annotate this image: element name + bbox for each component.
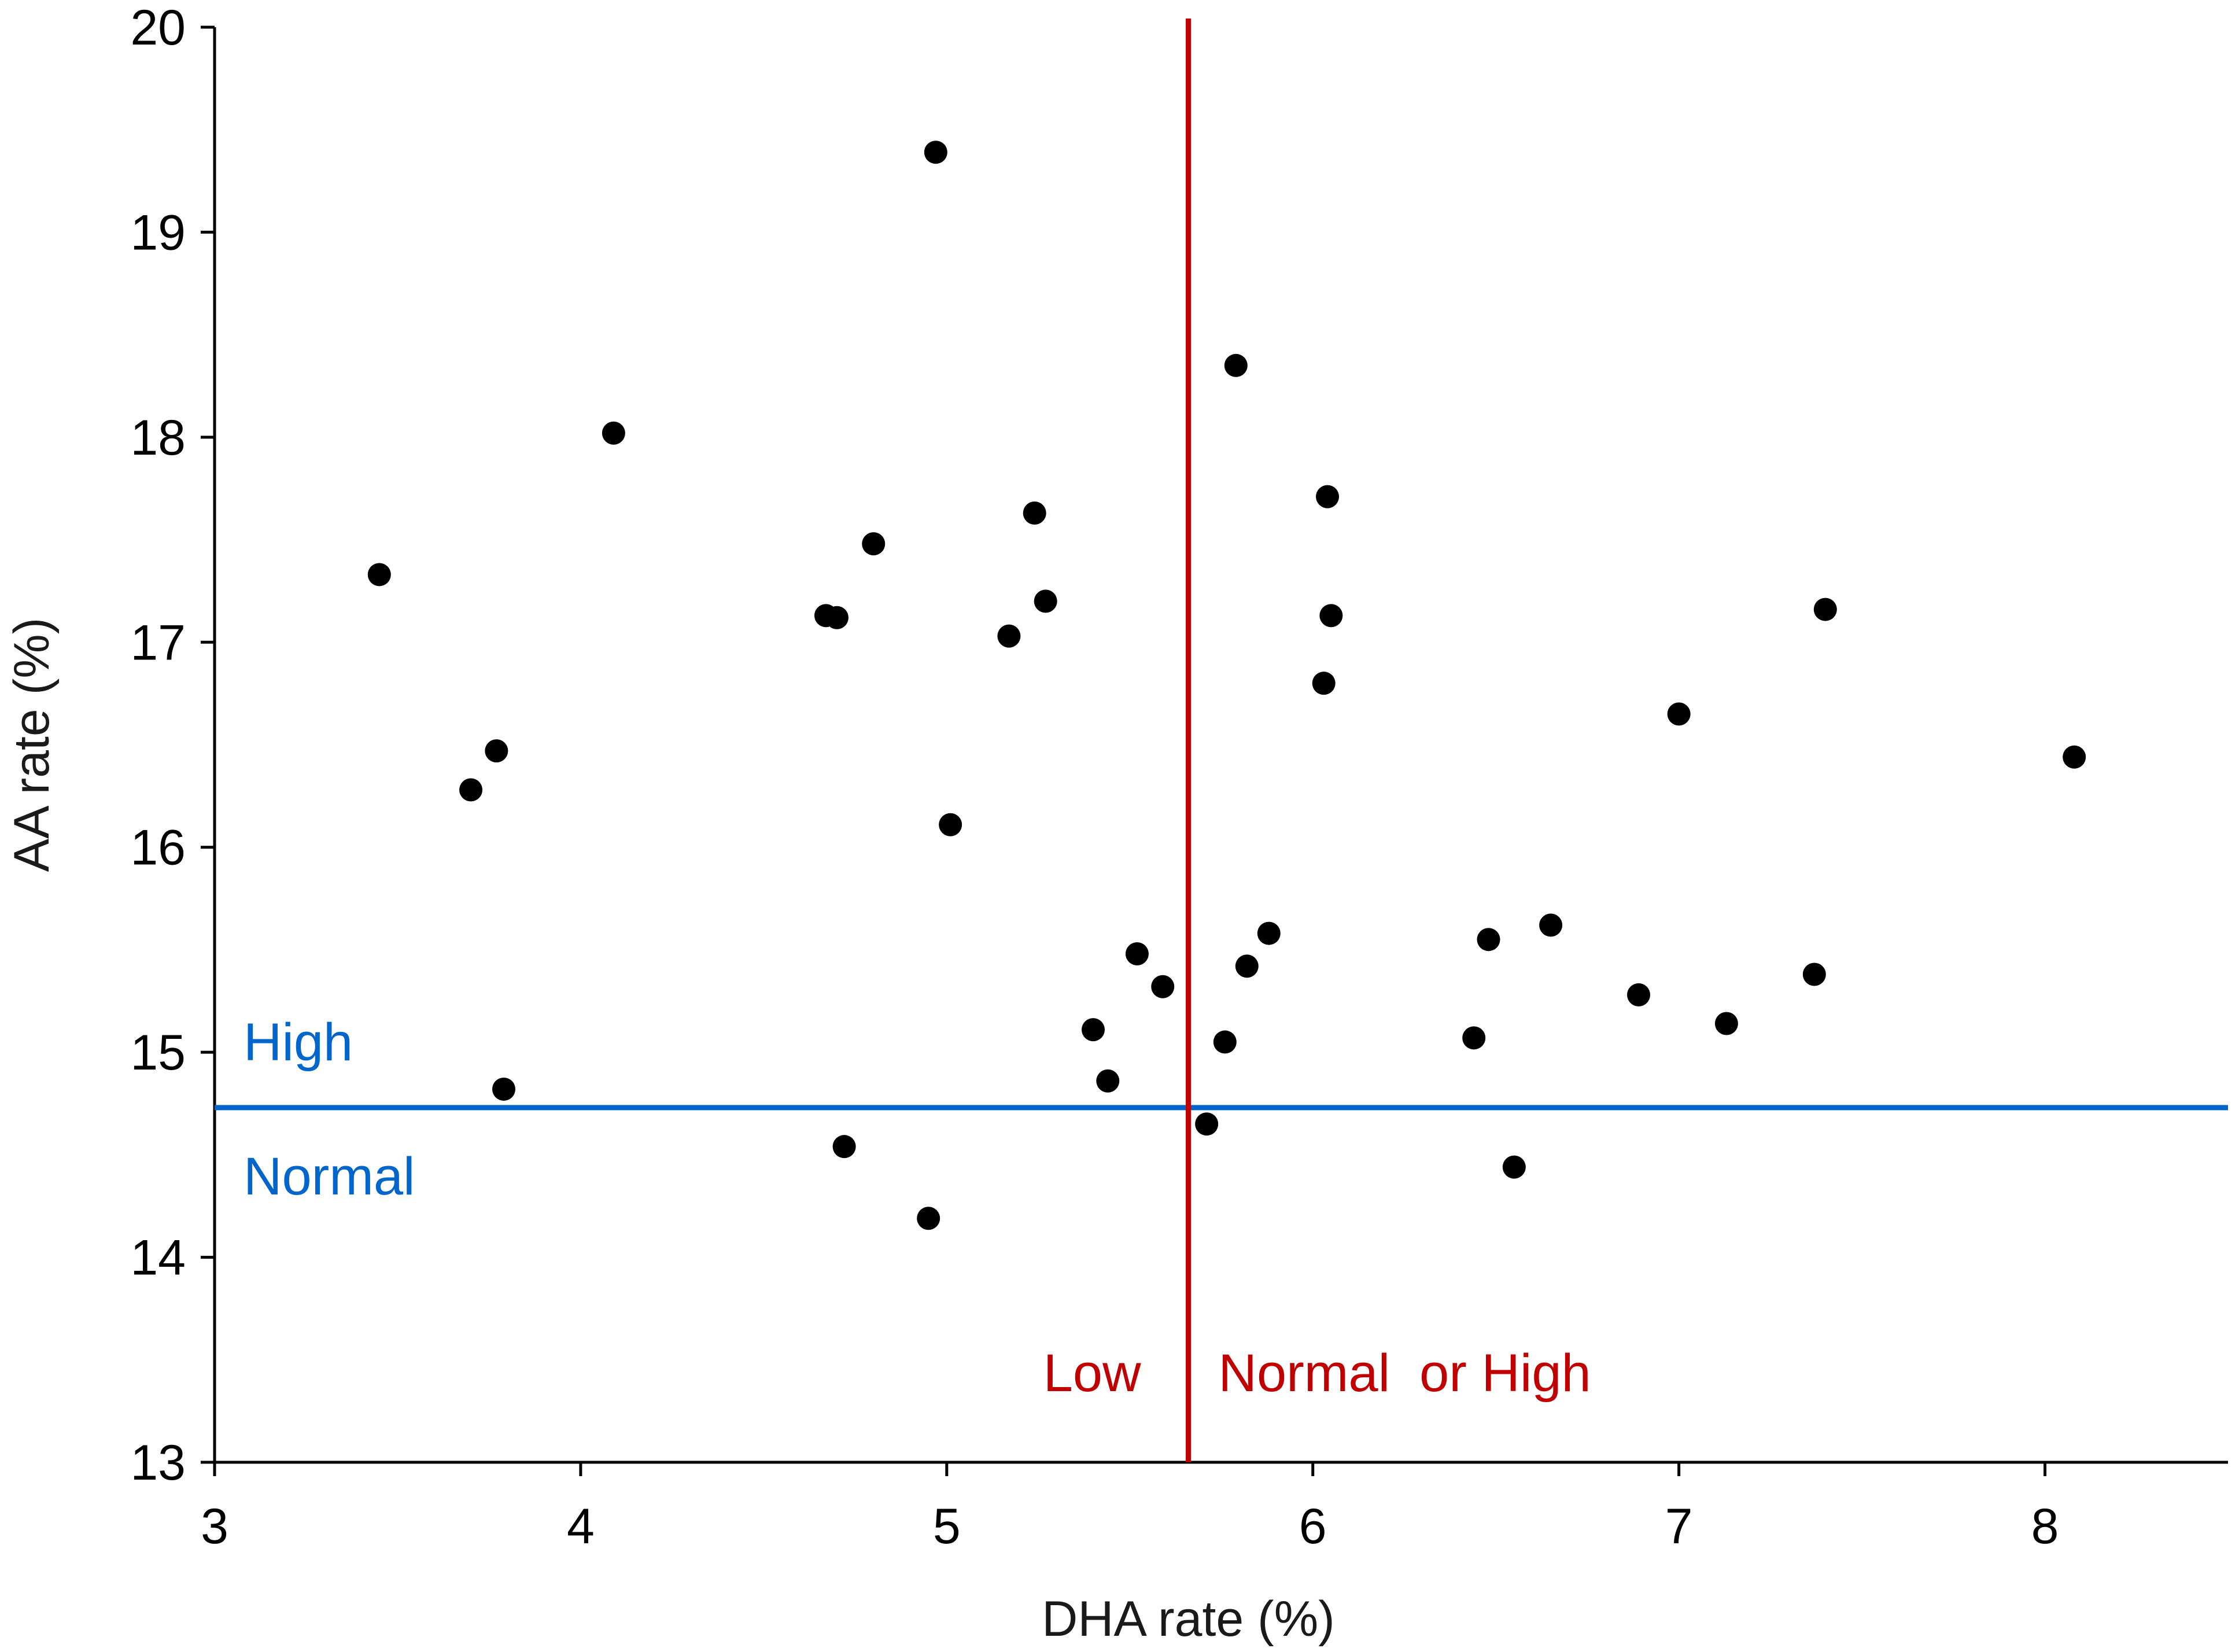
y-tick-label: 15 bbox=[130, 1025, 186, 1081]
data-point bbox=[1125, 942, 1149, 966]
threshold-lines bbox=[215, 19, 2228, 1462]
data-point bbox=[367, 563, 391, 587]
data-point bbox=[1316, 485, 1340, 508]
data-point bbox=[1195, 1112, 1219, 1136]
axes: 13 14 15 16 17 18 19 20 3 4 5 6 7 8 bbox=[130, 0, 2228, 1554]
data-point bbox=[2063, 745, 2086, 769]
data-point bbox=[459, 778, 483, 802]
data-point bbox=[1023, 501, 1046, 525]
data-point bbox=[917, 1207, 940, 1230]
data-point bbox=[602, 421, 625, 445]
data-point bbox=[1034, 589, 1057, 613]
y-tick-label: 17 bbox=[130, 615, 186, 670]
data-point bbox=[997, 624, 1021, 648]
y-tick-label: 13 bbox=[130, 1435, 186, 1491]
data-point bbox=[1539, 913, 1563, 937]
data-point bbox=[1257, 921, 1281, 945]
x-tick-label: 6 bbox=[1299, 1499, 1327, 1554]
x-axis-title: DHA rate (%) bbox=[1042, 1591, 1335, 1647]
data-point bbox=[1462, 1026, 1486, 1050]
data-point bbox=[1627, 983, 1651, 1006]
data-point bbox=[862, 532, 886, 556]
aa-high-label: High bbox=[244, 1013, 353, 1072]
data-point bbox=[1802, 963, 1826, 986]
data-point bbox=[1667, 702, 1691, 726]
dha-normal-or-high-label: Normal or High bbox=[1219, 1344, 1591, 1403]
x-tick-label: 4 bbox=[567, 1499, 595, 1554]
data-point bbox=[1081, 1018, 1105, 1042]
x-tick-label: 7 bbox=[1665, 1499, 1693, 1554]
data-point bbox=[1312, 672, 1336, 695]
data-point bbox=[825, 606, 849, 629]
y-tick-label: 16 bbox=[130, 820, 186, 876]
data-point bbox=[1319, 604, 1343, 628]
aa-normal-label: Normal bbox=[244, 1147, 415, 1206]
data-point bbox=[1502, 1155, 1526, 1179]
data-point bbox=[1235, 954, 1259, 978]
data-point bbox=[1096, 1069, 1120, 1093]
dha-low-label: Low bbox=[1043, 1344, 1141, 1403]
y-tick-label: 19 bbox=[130, 205, 186, 260]
labels: DHA rate (%) AA rate (%) High Normal Low… bbox=[4, 618, 1591, 1647]
data-points bbox=[367, 141, 2086, 1230]
data-point bbox=[1213, 1030, 1237, 1054]
data-point bbox=[832, 1135, 856, 1159]
y-tick-label: 18 bbox=[130, 410, 186, 466]
data-point bbox=[1151, 975, 1175, 998]
y-tick-label: 14 bbox=[130, 1230, 186, 1286]
y-axis-title: AA rate (%) bbox=[4, 618, 60, 872]
data-point bbox=[1813, 598, 1837, 621]
data-point bbox=[492, 1077, 515, 1101]
data-point bbox=[939, 813, 962, 836]
data-point bbox=[1714, 1012, 1738, 1035]
data-point bbox=[1224, 353, 1248, 377]
data-point bbox=[485, 739, 508, 763]
data-point bbox=[1477, 928, 1500, 952]
y-tick-label: 20 bbox=[130, 0, 186, 56]
x-tick-label: 5 bbox=[933, 1499, 961, 1554]
x-tick-label: 3 bbox=[201, 1499, 228, 1554]
data-point bbox=[924, 141, 947, 164]
x-tick-label: 8 bbox=[2031, 1499, 2059, 1554]
